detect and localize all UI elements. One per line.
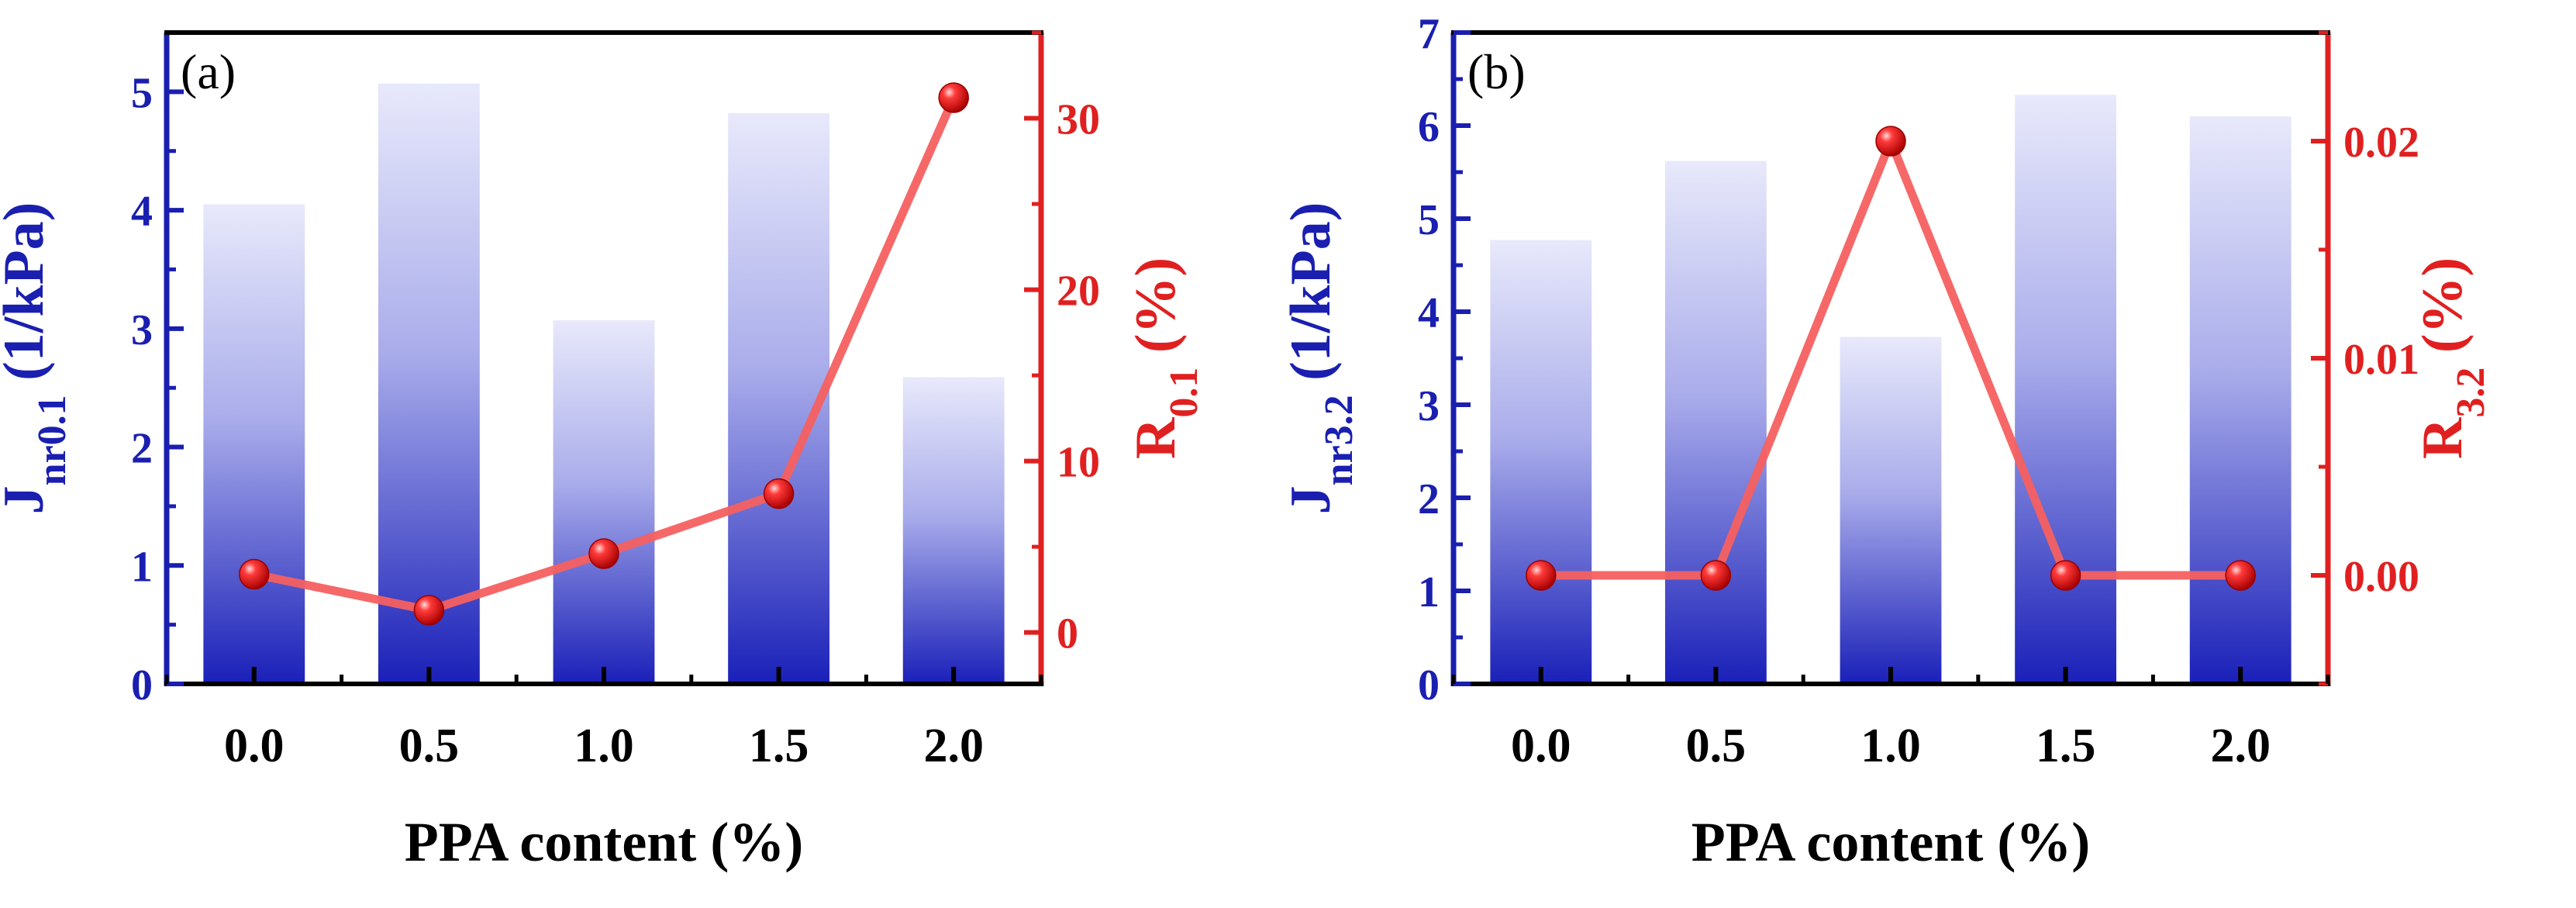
bar-0.0 <box>203 204 305 684</box>
panel-label: (a) <box>181 44 236 99</box>
x-tick-label: 1.5 <box>749 720 809 772</box>
right-axis-label-subscript: 3.2 <box>2449 368 2493 418</box>
line-point-2.0 <box>2225 560 2256 591</box>
x-tick-label: 1.5 <box>2036 720 2096 772</box>
left-axis-label-subscript: nr3.2 <box>1317 395 1361 485</box>
x-tick-label: 0.5 <box>399 720 460 772</box>
right-tick-label: 0.02 <box>2343 119 2419 167</box>
left-axis-label-subscript: nr0.1 <box>30 395 74 485</box>
right-axis-label: R0.1 (%) <box>1124 257 1206 459</box>
left-tick-label: 4 <box>131 188 153 236</box>
panel-b: 0 1 2 3 4 5 6 7 0.00 0.01 0.02 0.0 0.5 1.0 1.5 2.0 PPA c… <box>1279 10 2493 873</box>
x-tick-label: 0.5 <box>1686 720 1747 772</box>
x-tick-label: 1.0 <box>1860 720 1921 772</box>
right-axis-label-subscript: 0.1 <box>1162 368 1206 418</box>
bar-0.0 <box>1490 240 1592 685</box>
right-tick-label: 0.01 <box>2343 336 2419 384</box>
x-tick-label: 1.0 <box>574 720 634 772</box>
right-tick-label: 30 <box>1057 96 1100 144</box>
left-axis-label: Jnr0.1 (1/kPa) <box>0 202 74 515</box>
left-tick-label: 3 <box>1418 382 1440 430</box>
left-axis-label-main: J <box>1279 485 1343 514</box>
x-tick-label: 2.0 <box>2210 720 2271 772</box>
right-axis-label-main: R <box>1124 416 1188 459</box>
right-tick-label: 0.00 <box>2343 553 2419 601</box>
x-tick-label: 0.0 <box>224 720 284 772</box>
right-axis-label-unit: (%) <box>2411 257 2474 368</box>
left-tick-label: 4 <box>1418 289 1440 337</box>
left-tick-label: 1 <box>1418 568 1440 616</box>
right-axis-label-main: R <box>2411 416 2474 459</box>
left-tick-label: 6 <box>1418 103 1440 151</box>
x-tick-label: 2.0 <box>923 720 984 772</box>
right-axis-label-unit: (%) <box>1124 257 1188 368</box>
x-axis-label: PPA content (%) <box>1691 811 2091 873</box>
bar-2.0 <box>902 377 1005 684</box>
right-tick-label: 10 <box>1057 439 1100 487</box>
bar-1.0 <box>553 320 655 684</box>
line-point-1.0 <box>1875 126 1906 157</box>
line-point-2.0 <box>938 82 969 113</box>
left-tick-label: 1 <box>131 543 153 591</box>
x-tick-label: 0.0 <box>1511 720 1571 772</box>
panel-a: 0 1 2 3 4 5 0 10 20 30 0.0 0.5 1.0 1.5 2.0 PPA content … <box>0 30 1206 873</box>
left-tick-label: 5 <box>131 69 153 117</box>
bar-1.0 <box>1840 337 1942 684</box>
left-tick-label: 5 <box>1418 196 1440 244</box>
line-point-0.5 <box>413 595 445 626</box>
right-tick-label: 20 <box>1057 268 1100 316</box>
panel-label: (b) <box>1467 44 1526 99</box>
bar-2.0 <box>2189 116 2292 684</box>
x-axis-label: PPA content (%) <box>405 811 804 873</box>
bar-0.5 <box>378 83 480 684</box>
left-axis-label: Jnr3.2 (1/kPa) <box>1279 202 1361 515</box>
left-tick-label: 2 <box>131 425 153 473</box>
right-tick-label: 0 <box>1057 610 1078 658</box>
bar-0.5 <box>1664 161 1767 685</box>
left-tick-label: 2 <box>1418 475 1440 523</box>
line-point-1.5 <box>763 478 795 509</box>
left-tick-label: 3 <box>131 306 153 354</box>
left-tick-label: 0 <box>1418 661 1440 709</box>
line-point-1.5 <box>2050 560 2081 591</box>
line-point-1.0 <box>588 538 619 569</box>
line-point-0.0 <box>1526 560 1557 591</box>
line-point-0.5 <box>1700 560 1732 591</box>
right-axis-label: R3.2 (%) <box>2411 257 2493 459</box>
left-tick-label: 0 <box>131 661 153 709</box>
bar-1.5 <box>2015 95 2117 684</box>
line-point-0.0 <box>239 558 270 590</box>
left-tick-label: 7 <box>1418 10 1440 58</box>
left-axis-label-unit: (1/kPa) <box>1279 202 1343 395</box>
left-axis-label-unit: (1/kPa) <box>0 202 56 395</box>
bar-1.5 <box>728 112 830 684</box>
left-axis-label-main: J <box>0 485 56 514</box>
